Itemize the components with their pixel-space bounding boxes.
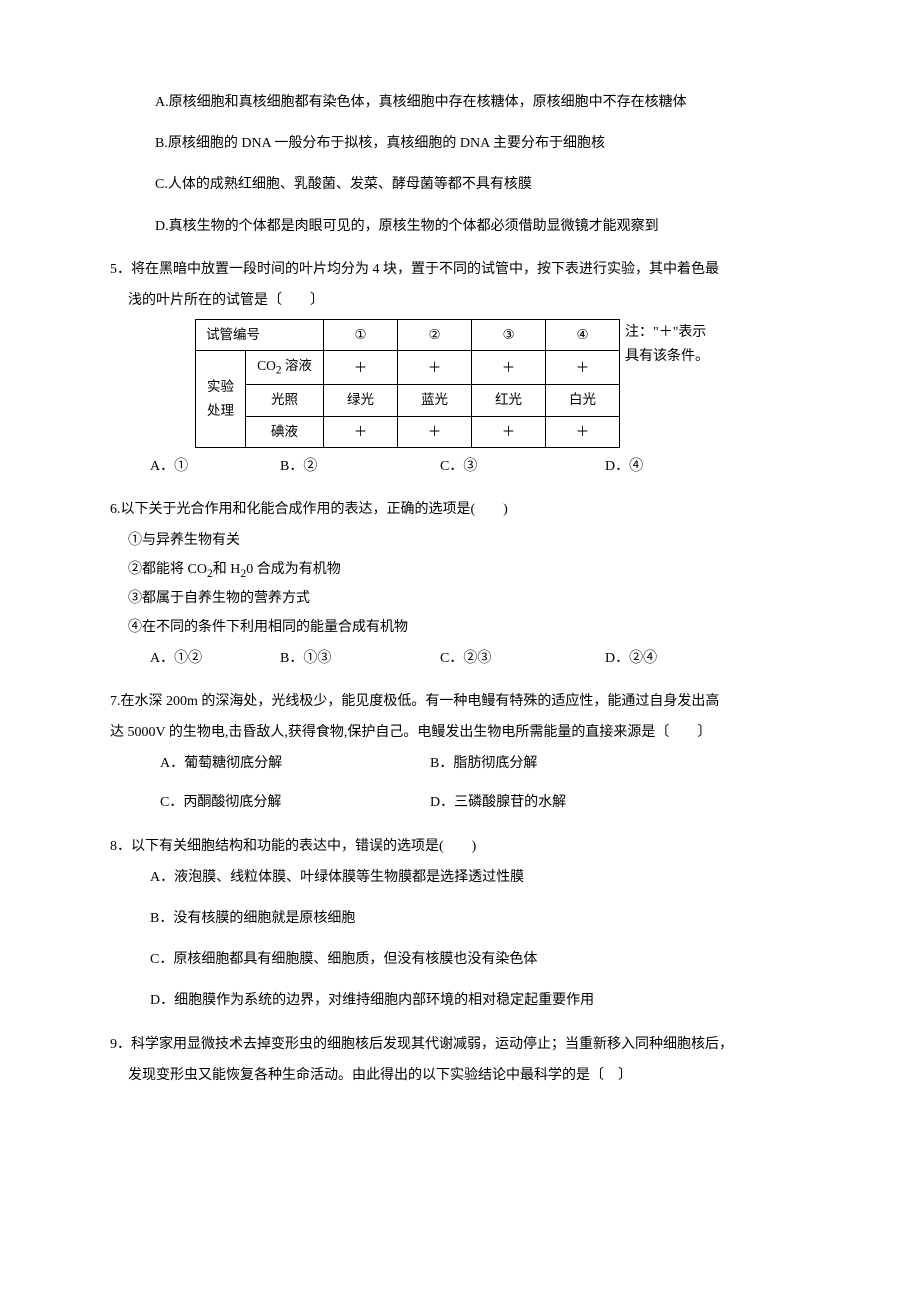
option-c: C．③ bbox=[440, 454, 605, 479]
option-a: A．①② bbox=[150, 646, 280, 671]
option-a: A.原核细胞和真核细胞都有染色体，真核细胞中存在核糖体，原核细胞中不存在核糖体 bbox=[90, 90, 830, 115]
question-7-stem-line1: 7.在水深 200m 的深海处，光线极少，能见度极低。有一种电鳗有特殊的适应性，… bbox=[90, 689, 830, 714]
question-6: 6.以下关于光合作用和化能合成作用的表达，正确的选项是( ) ①与异养生物有关 … bbox=[90, 497, 830, 671]
option-a: A．葡萄糖彻底分解 bbox=[160, 751, 430, 776]
option-c: C.人体的成熟红细胞、乳酸菌、发菜、酵母菌等都不具有核膜 bbox=[90, 172, 830, 197]
table-cell: ＋ bbox=[546, 416, 620, 447]
question-5-table: 试管编号 ① ② ③ ④ 实验处理 CO2 溶液 ＋ ＋ ＋ ＋ 光照 绿光 蓝… bbox=[195, 319, 620, 448]
question-5: 5．将在黑暗中放置一段时间的叶片均分为 4 块，置于不同的试管中，按下表进行实验… bbox=[90, 257, 830, 479]
option-d: D．④ bbox=[605, 454, 725, 479]
question-9-stem-line2: 发现变形虫又能恢复各种生命活动。由此得出的以下实验结论中最科学的是〔 〕 bbox=[90, 1063, 830, 1088]
table-cell: ＋ bbox=[324, 416, 398, 447]
question-9-stem-line1: 9．科学家用显微技术去掉变形虫的细胞核后发现其代谢减弱，运动停止；当重新移入同种… bbox=[110, 1032, 830, 1057]
question-6-options: A．①② B．①③ C．②③ D．②④ bbox=[90, 646, 830, 671]
table-cell: ＋ bbox=[546, 351, 620, 385]
table-cell: ＋ bbox=[324, 351, 398, 385]
question-5-stem-line2: 浅的叶片所在的试管是〔 〕 bbox=[90, 288, 830, 313]
table-col-1: ① bbox=[324, 320, 398, 351]
table-subrow-iodine: 碘液 bbox=[246, 416, 324, 447]
option-a: A．液泡膜、线粒体膜、叶绿体膜等生物膜都是选择透过性膜 bbox=[90, 865, 830, 890]
question-7: 7.在水深 200m 的深海处，光线极少，能见度极低。有一种电鳗有特殊的适应性，… bbox=[90, 689, 830, 816]
option-c: C．丙酮酸彻底分解 bbox=[160, 790, 430, 815]
question-5-options: A．① B．② C．③ D．④ bbox=[90, 454, 830, 479]
table-col-2: ② bbox=[398, 320, 472, 351]
table-cell: ＋ bbox=[398, 416, 472, 447]
question-8-stem: 8．以下有关细胞结构和功能的表达中，错误的选项是( ) bbox=[90, 834, 830, 859]
option-b: B.原核细胞的 DNA 一般分布于拟核，真核细胞的 DNA 主要分布于细胞核 bbox=[90, 131, 830, 156]
table-cell: 绿光 bbox=[324, 385, 398, 416]
table-header-tube: 试管编号 bbox=[196, 320, 324, 351]
option-b: B．没有核膜的细胞就是原核细胞 bbox=[90, 906, 830, 931]
question-6-stem: 6.以下关于光合作用和化能合成作用的表达，正确的选项是( ) bbox=[90, 497, 830, 522]
table-cell: 蓝光 bbox=[398, 385, 472, 416]
table-subrow-co2: CO2 溶液 bbox=[246, 351, 324, 385]
option-d: D．细胞膜作为系统的边界，对维持细胞内部环境的相对稳定起重要作用 bbox=[90, 988, 830, 1013]
question-5-stem-line1: 5．将在黑暗中放置一段时间的叶片均分为 4 块，置于不同的试管中，按下表进行实验… bbox=[110, 257, 830, 282]
option-c: C．原核细胞都具有细胞膜、细胞质，但没有核膜也没有染色体 bbox=[90, 947, 830, 972]
option-b: B．①③ bbox=[280, 646, 440, 671]
option-a: A．① bbox=[150, 454, 280, 479]
question-9: 9．科学家用显微技术去掉变形虫的细胞核后发现其代谢减弱，运动停止；当重新移入同种… bbox=[90, 1032, 830, 1088]
question-7-options-row1: A．葡萄糖彻底分解 B．脂肪彻底分解 bbox=[90, 751, 830, 776]
option-d: D.真核生物的个体都是肉眼可见的，原核生物的个体都必须借助显微镜才能观察到 bbox=[90, 214, 830, 239]
question-8: 8．以下有关细胞结构和功能的表达中，错误的选项是( ) A．液泡膜、线粒体膜、叶… bbox=[90, 834, 830, 1014]
option-b: B．脂肪彻底分解 bbox=[430, 751, 537, 776]
table-cell: ＋ bbox=[398, 351, 472, 385]
table-cell: ＋ bbox=[472, 416, 546, 447]
table-col-3: ③ bbox=[472, 320, 546, 351]
option-b: B．② bbox=[280, 454, 440, 479]
q6-item-1: ①与异养生物有关 bbox=[90, 528, 830, 553]
option-d: D．三磷酸腺苷的水解 bbox=[430, 790, 566, 815]
option-d: D．②④ bbox=[605, 646, 725, 671]
table-note: 注："＋"表示 具有该条件。 bbox=[625, 319, 709, 369]
table-cell: ＋ bbox=[472, 351, 546, 385]
table-cell: 白光 bbox=[546, 385, 620, 416]
question-4-options: A.原核细胞和真核细胞都有染色体，真核细胞中存在核糖体，原核细胞中不存在核糖体 … bbox=[90, 90, 830, 239]
table-note-line2: 具有该条件。 bbox=[625, 345, 709, 369]
q6-item-2: ②都能将 CO2和 H20 合成为有机物 bbox=[90, 557, 830, 584]
question-5-table-wrapper: 试管编号 ① ② ③ ④ 实验处理 CO2 溶液 ＋ ＋ ＋ ＋ 光照 绿光 蓝… bbox=[90, 319, 830, 448]
question-7-stem-line2: 达 5000V 的生物电,击昏敌人,获得食物,保护自己。电鳗发出生物电所需能量的… bbox=[90, 720, 830, 745]
question-7-options-row2: C．丙酮酸彻底分解 D．三磷酸腺苷的水解 bbox=[90, 790, 830, 815]
table-row-header-treatment: 实验处理 bbox=[196, 351, 246, 448]
q6-item-3: ③都属于自养生物的营养方式 bbox=[90, 586, 830, 611]
table-col-4: ④ bbox=[546, 320, 620, 351]
table-cell: 红光 bbox=[472, 385, 546, 416]
q6-item-4: ④在不同的条件下利用相同的能量合成有机物 bbox=[90, 615, 830, 640]
table-note-line1: 注："＋"表示 bbox=[625, 321, 709, 345]
table-subrow-light: 光照 bbox=[246, 385, 324, 416]
option-c: C．②③ bbox=[440, 646, 605, 671]
